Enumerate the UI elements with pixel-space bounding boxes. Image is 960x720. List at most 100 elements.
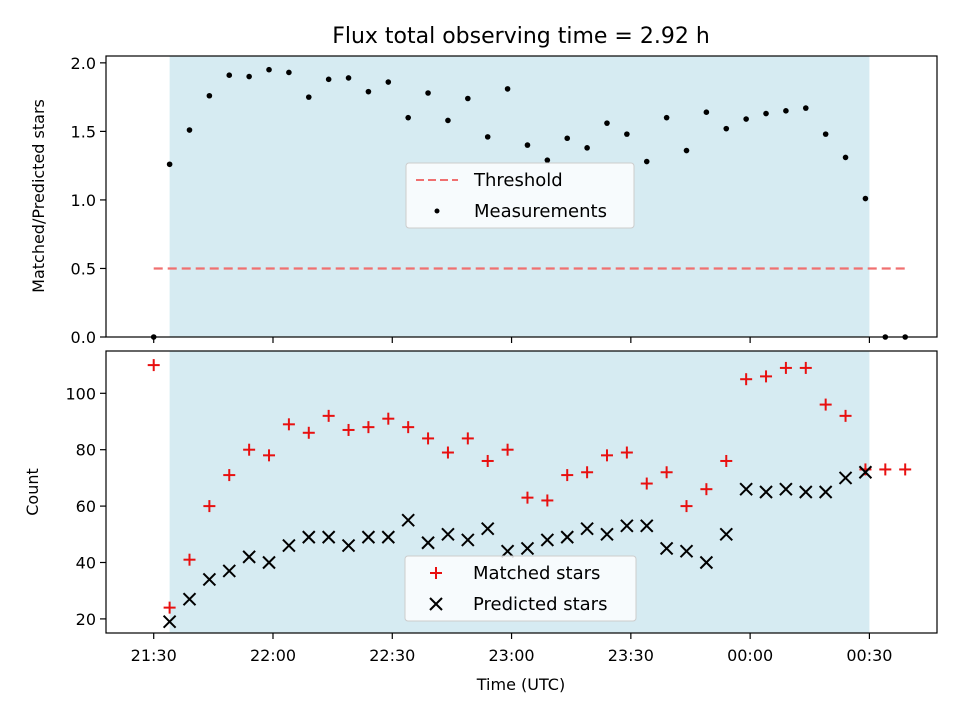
matched-legend-label: Matched stars [473,563,600,584]
matched-star-point [620,446,633,459]
measurement-point [484,134,491,140]
measurement-point [365,88,372,95]
count-x-tick-label: 23:00 [489,646,535,665]
count-y-tick-label: 80 [76,441,96,460]
measurements-legend-swatch [434,208,440,214]
predicted-star-point [262,555,276,570]
matched-star-point [501,443,514,456]
matched-star-point [680,500,693,513]
matched-star-point [700,483,713,496]
x-axis-label: Time (UTC) [476,675,565,694]
measurement-point [246,73,252,80]
matched-star-point [879,463,892,476]
measurement-point [743,116,749,122]
predicted-star-point [739,482,753,496]
ratio-y-tick-label: 0.5 [71,259,96,278]
measurement-point [862,195,869,202]
predicted-star-point [480,521,495,536]
matched-star-point [422,432,435,445]
matched-star-point [342,423,355,436]
measurement-point [266,66,272,73]
measurement-point [584,145,590,151]
measurement-point [783,108,789,114]
predicted-star-point [600,527,614,542]
measurement-point [544,157,551,163]
count-y-tick-label: 100 [65,384,96,403]
predicted-star-point [520,541,535,556]
matched-star-point [243,443,256,456]
predicted-star-point [441,527,455,542]
measurement-point [524,142,531,148]
measurement-point [802,105,809,111]
count-legend: Matched stars Predicted stars [404,555,637,622]
threshold-legend-label: Threshold [473,170,563,191]
ratio-y-ticks: 0.0 0.5 1.0 1.5 2.0 [71,54,106,347]
matched-star-point [183,553,196,566]
predicted-star-point [302,530,316,544]
matched-star-point [481,454,494,467]
measurement-point [206,92,213,99]
measurement-point [425,90,431,96]
measurement-point [763,110,769,117]
matched-star-point [402,421,415,434]
count-y-axis-label: Count [23,468,42,516]
predicted-star-point [640,519,654,533]
predicted-star-point [759,485,773,499]
ratio-x-ticks [153,337,871,343]
ratio-panel: 0.00.51.01.52.0 Matched/Predicted stars … [29,54,938,347]
matched-star-point [899,463,912,476]
measurement-points [150,66,908,340]
predicted-star-point [401,513,415,527]
measurement-point [643,158,650,165]
count-panel-frame [105,350,938,634]
measurement-point [663,114,670,121]
matched-star-point [382,412,395,425]
ratio-legend: Threshold Measurements [405,162,635,229]
matched-star-point [223,469,236,482]
measurement-point [166,161,173,168]
measurement-point [445,117,451,124]
predicted-star-point [321,530,336,544]
measurement-point [465,95,471,102]
matched-star-point [561,469,574,482]
matched-star-point [147,359,160,372]
matched-star-point [302,426,315,439]
measurement-point [564,135,571,142]
predicted-legend-label: Predicted stars [473,594,607,615]
predicted-star-point [580,521,594,536]
count-y-ticks: 20 40 60 80 100 [65,384,106,629]
measurement-point [842,154,849,161]
matched-star-point [660,466,673,479]
predicted-star-point [699,555,714,570]
measurement-point [405,114,411,121]
matched-star-point [322,409,335,422]
predicted-star-point [818,485,833,499]
matched-star-point [720,454,733,467]
measurement-point [504,86,511,92]
predicted-star-point [182,592,197,606]
predicted-legend-swatch [429,597,443,611]
matched-star-point [541,494,554,507]
matched-star-point [740,373,753,386]
count-y-tick-label: 20 [76,610,96,629]
measurement-point [186,127,193,133]
matched-star-point [819,398,832,411]
count-x-tick-label: 22:30 [369,646,415,665]
measurement-point [325,76,332,83]
predicted-star-point [540,533,555,547]
count-x-ticks: 21:30 22:00 22:30 23:00 23:30 00:00 00:30 [131,633,892,665]
measurement-point [345,75,352,81]
matched-star-point [263,449,276,462]
measurement-point [226,72,233,78]
predicted-star-point [461,533,475,547]
predicted-star-point [242,550,256,564]
predicted-star-point [838,471,853,485]
matched-star-point [163,601,176,614]
matched-star-point [779,361,792,374]
ratio-legend-box [405,162,635,229]
measurement-point [624,131,630,137]
predicted-star-point [500,544,515,558]
matched-star-point [799,361,812,374]
ratio-y-tick-label: 0.0 [71,328,96,347]
